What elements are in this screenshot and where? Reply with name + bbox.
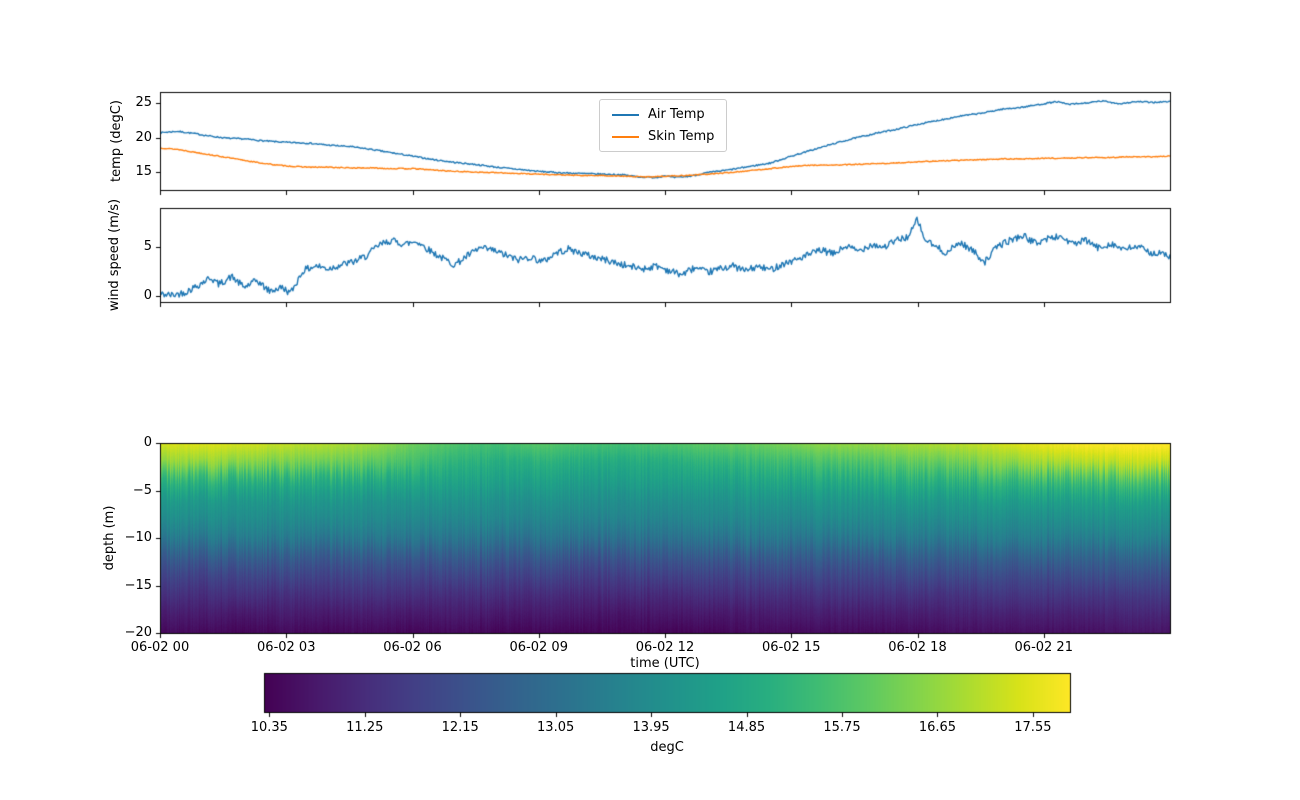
temp-ytick-label: 25 bbox=[135, 95, 152, 111]
time-xtick-label: 06-02 03 bbox=[257, 640, 316, 655]
depth-axis-label: depth (m) bbox=[102, 505, 117, 571]
legend-label-skin-temp: Skin Temp bbox=[648, 129, 715, 144]
depth-ytick-label: −15 bbox=[124, 577, 152, 593]
depth-ytick-label: −20 bbox=[124, 625, 152, 640]
time-xtick-label: 06-02 09 bbox=[509, 640, 568, 655]
colorbar-units-label: degC bbox=[650, 740, 684, 755]
time-axis-label: time (UTC) bbox=[630, 656, 700, 671]
time-xtick-label: 06-02 21 bbox=[1014, 640, 1073, 655]
legend-entry-air-temp: Air Temp bbox=[612, 107, 714, 122]
colorbar-tick-label: 11.25 bbox=[346, 720, 384, 735]
time-xtick-label: 06-02 06 bbox=[383, 640, 442, 655]
colorbar-tick-label: 13.95 bbox=[632, 720, 670, 735]
colorbar-tick-label: 16.65 bbox=[918, 720, 957, 735]
temp-ytick-label: 15 bbox=[135, 164, 152, 180]
temp-ytick-label: 20 bbox=[135, 129, 152, 145]
colorbar-tick-label: 17.55 bbox=[1014, 720, 1052, 735]
wind-ytick-label: 0 bbox=[143, 288, 152, 304]
air-temp-line-swatch bbox=[612, 113, 639, 116]
time-xtick-label: 06-02 18 bbox=[888, 640, 947, 655]
colorbar-tick-label: 10.35 bbox=[250, 720, 288, 735]
legend: Air Temp Skin Temp bbox=[599, 99, 728, 152]
skin-temp-line-swatch bbox=[612, 135, 639, 138]
colorbar-tick-label: 14.85 bbox=[727, 720, 766, 735]
depth-ytick-label: 0 bbox=[143, 435, 152, 450]
colorbar-tick-label: 13.05 bbox=[537, 720, 575, 735]
time-xtick-label: 06-02 12 bbox=[635, 640, 695, 655]
colorbar-tick-label: 15.75 bbox=[823, 720, 861, 735]
depth-ytick-label: −10 bbox=[124, 530, 152, 545]
wind-ytick-label: 5 bbox=[143, 239, 152, 255]
time-xtick-label: 06-02 00 bbox=[130, 640, 190, 655]
time-xtick-label: 06-02 15 bbox=[762, 640, 821, 655]
legend-label-air-temp: Air Temp bbox=[648, 107, 705, 122]
legend-entry-skin-temp: Skin Temp bbox=[612, 129, 714, 144]
wind-axis-label: wind speed (m/s) bbox=[107, 198, 122, 312]
depth-ytick-label: −5 bbox=[132, 482, 152, 498]
colorbar-tick-label: 12.15 bbox=[441, 720, 479, 735]
